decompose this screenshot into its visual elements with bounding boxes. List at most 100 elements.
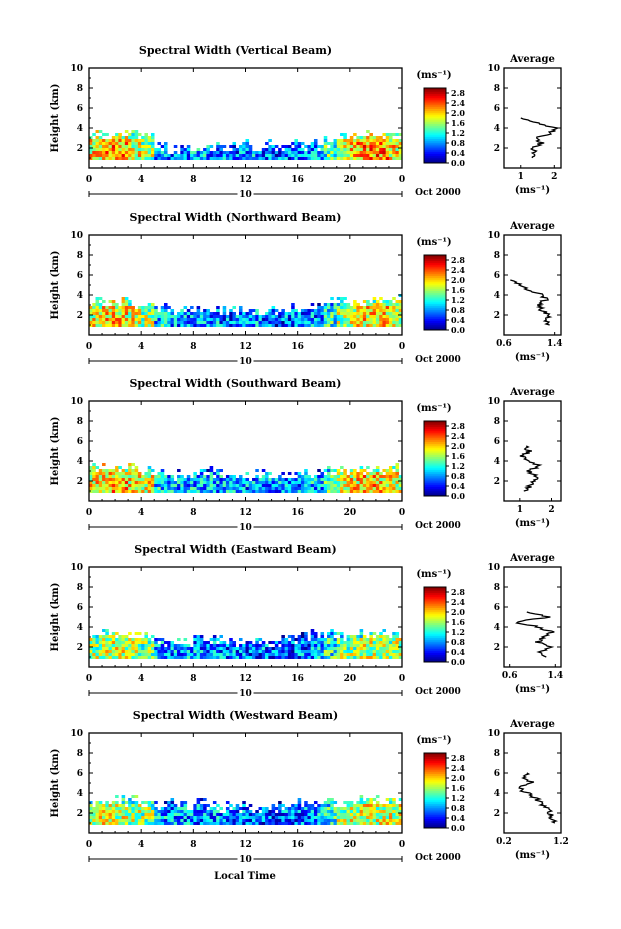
heatmap-cell: [209, 819, 214, 822]
heatmap-cell: [349, 819, 354, 822]
heatmap-cell: [196, 798, 201, 801]
heatmap-cell: [199, 644, 204, 647]
heatmap-cell: [356, 816, 360, 819]
heatmap-cell: [310, 638, 315, 641]
heatmap-cell: [330, 490, 334, 493]
heatmap-cell: [379, 321, 383, 324]
heatmap-cell: [385, 822, 390, 825]
y-axis-label: Height (km): [50, 749, 61, 818]
heatmap-cell: [323, 478, 328, 481]
heatmap-cell: [216, 142, 220, 145]
heatmap-cell: [128, 469, 132, 472]
heatmap-cell: [313, 142, 318, 145]
heatmap-cell: [392, 490, 396, 493]
heatmap-cell: [274, 490, 279, 493]
heatmap-cell: [317, 151, 321, 154]
heatmap-cell: [343, 813, 347, 816]
heatmap-cell: [294, 647, 298, 650]
heatmap-cell: [183, 157, 188, 160]
heatmap-cell: [353, 656, 357, 659]
heatmap-cell: [281, 315, 285, 318]
heatmap-cell: [327, 632, 331, 635]
colorbar-tick-label: 2.4: [451, 265, 465, 275]
heatmap-cell: [216, 315, 220, 318]
heatmap-cell: [128, 318, 132, 321]
heatmap-cell: [252, 822, 256, 825]
heatmap-cell: [115, 475, 119, 478]
heatmap-cell: [379, 653, 383, 656]
heatmap-cell: [336, 309, 341, 312]
heatmap-cell: [128, 154, 132, 157]
heatmap-cell: [219, 484, 223, 487]
heatmap-cell: [216, 822, 220, 825]
average-y-tick-label: 6: [494, 271, 500, 281]
heatmap-cell: [183, 306, 188, 309]
heatmap-cell: [193, 638, 197, 641]
heatmap-cell: [362, 801, 367, 804]
colorbar-segment: [424, 764, 446, 767]
colorbar-segment: [424, 652, 446, 655]
heatmap-cell: [206, 644, 210, 647]
heatmap-cell: [118, 466, 122, 469]
heatmap-cell: [356, 635, 360, 638]
heatmap-cell: [330, 656, 334, 659]
heatmap-cell: [366, 306, 370, 309]
heatmap-cell: [362, 641, 367, 644]
heatmap-cell: [304, 145, 308, 148]
heatmap-cell: [170, 804, 175, 807]
heatmap-cell: [170, 154, 175, 157]
heatmap-cell: [362, 635, 367, 638]
heatmap-cell: [199, 484, 204, 487]
heatmap-cell: [330, 813, 334, 816]
average-x-tick-label: 2: [548, 505, 554, 515]
day-label: 10: [239, 523, 252, 533]
heatmap-cell: [297, 819, 302, 822]
colorbar-tick-label: 1.2: [451, 295, 465, 305]
heatmap-cell: [157, 487, 162, 490]
heatmap-cell: [124, 309, 129, 312]
heatmap-cell: [92, 315, 96, 318]
heatmap-cell: [310, 154, 315, 157]
colorbar-tick-label: 1.2: [451, 793, 465, 803]
heatmap-cell: [150, 650, 155, 653]
heatmap-cell: [356, 656, 360, 659]
heatmap-cell: [385, 804, 390, 807]
heatmap-cell: [196, 306, 201, 309]
heatmap-cell: [330, 484, 334, 487]
heatmap-cell: [193, 653, 197, 656]
colorbar-segment: [424, 454, 446, 458]
heatmap-cell: [395, 478, 400, 481]
heatmap-cell: [225, 154, 230, 157]
heatmap-cell: [375, 136, 380, 139]
heatmap-cell: [102, 142, 106, 145]
heatmap-cell: [252, 315, 256, 318]
heatmap-cell: [134, 321, 139, 324]
colorbar-segment: [424, 260, 446, 263]
heatmap-cell: [134, 638, 139, 641]
heatmap-cell: [252, 653, 256, 656]
heatmap-cell: [242, 315, 246, 318]
heatmap-cell: [385, 481, 390, 484]
heatmap-cell: [105, 148, 109, 151]
colorbar-tick-label: 2.0: [451, 108, 465, 118]
heatmap-cell: [190, 822, 194, 825]
panel-2: Spectral Width (Northward Beam)246810Hei…: [50, 211, 563, 367]
heatmap-cell: [229, 154, 233, 157]
heatmap-cell: [105, 804, 109, 807]
heatmap-cell: [274, 157, 279, 160]
heatmap-cell: [261, 318, 266, 321]
heatmap-cell: [89, 644, 93, 647]
colorbar-segment: [424, 756, 446, 760]
heatmap-cell: [128, 804, 132, 807]
average-frame: [503, 67, 562, 169]
x-tick-label: 12: [239, 342, 252, 352]
heatmap-cell: [261, 819, 266, 822]
heatmap-cell: [160, 810, 165, 813]
heatmap-cell: [115, 644, 119, 647]
heatmap-cell: [222, 656, 227, 659]
heatmap-cell: [382, 487, 386, 490]
heatmap-cell: [235, 478, 240, 481]
heatmap-cell: [261, 154, 266, 157]
heatmap-cell: [327, 487, 331, 490]
heatmap-cell: [248, 653, 253, 656]
